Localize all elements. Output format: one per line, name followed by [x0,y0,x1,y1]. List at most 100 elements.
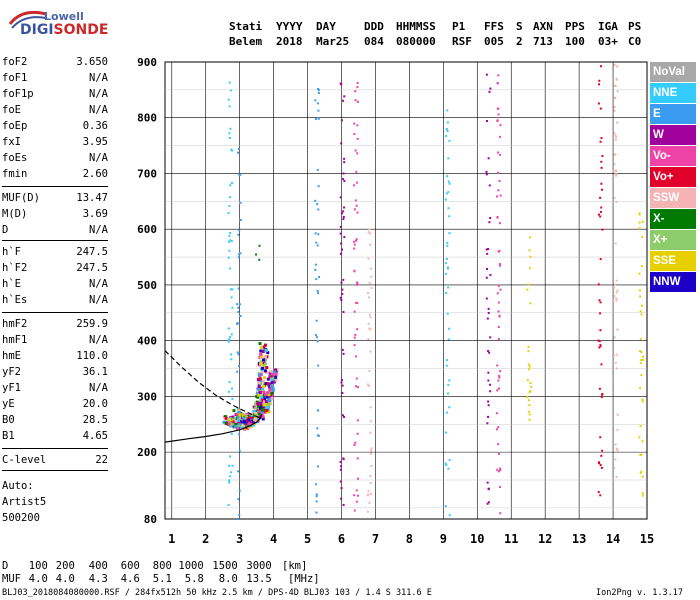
x-trace-point [268,388,272,392]
interference-point [368,313,371,316]
interference-point [237,306,240,309]
interference-point [641,494,644,497]
x-trace-point [266,401,270,405]
o-trace-point [259,381,263,385]
o-trace-point [232,420,236,424]
interference-point [339,232,342,235]
interference-point [228,204,231,207]
interference-point [488,90,491,93]
interference-point [317,364,320,367]
interference-point [495,428,498,431]
interference-point [228,338,231,341]
interference-point [368,281,371,284]
interference-point [527,350,530,353]
interference-point [237,233,240,236]
x-trace-point [272,370,276,374]
o-trace-point [260,395,264,399]
interference-point [614,458,617,461]
interference-point [486,267,489,270]
interference-point [641,355,644,358]
o-trace-point [222,420,226,424]
x-trace-point [270,381,274,385]
interference-point [447,157,450,160]
header-stati: Stati [229,20,263,33]
o-trace-point [257,381,261,385]
interference-point [528,267,531,270]
interference-point [446,121,449,124]
interference-point [258,258,261,261]
footer-file-info: BLJ03_2018084080000.RSF / 284fx512h 50 k… [2,588,432,598]
interference-point [528,368,531,371]
interference-point [599,345,602,348]
header-p1: P1 [452,20,466,33]
interference-point [448,514,451,517]
interference-point [341,348,344,351]
interference-point [615,200,618,203]
interference-point [613,105,616,108]
param-label: h`Es [2,294,28,306]
interference-point [367,231,370,234]
header-axn: AXN [533,20,553,33]
interference-point [600,65,603,68]
legend-nnw: NNW [650,272,696,292]
interference-point [616,328,619,331]
x-trace-point [273,368,277,372]
interference-point [640,304,643,307]
interference-point [528,365,531,368]
x-trace-point [267,385,271,389]
interference-point [227,256,230,259]
interference-point [340,497,343,500]
interference-point [340,83,343,86]
interference-point [613,336,616,339]
interference-point [343,161,346,164]
o-trace-point [234,419,238,423]
x-tick-label: 11 [504,532,518,546]
x-trace-point [270,372,274,376]
legend-sse: SSE [650,251,696,271]
interference-point [612,169,615,172]
o-trace-point [235,422,239,426]
interference-point [446,267,449,270]
param-label: foEp [2,120,28,132]
param-label: foF2 [2,56,28,68]
x-trace-point [236,416,240,420]
o-trace-point [264,382,268,386]
o-trace-point [235,424,239,428]
o-trace-point [224,422,228,426]
o-trace-point [262,390,266,394]
interference-point [446,266,449,269]
interference-point [370,449,373,452]
param-row-hf2: h`F2 247.5 [2,262,108,278]
header-ddd: DDD [364,20,384,33]
interference-point [497,443,500,446]
param-row-ye: yE 20.0 [2,398,108,414]
interference-point [497,74,500,77]
interference-point [340,487,343,490]
interference-point [356,386,359,389]
muf-label: MUF [2,573,21,585]
interference-point [317,208,320,211]
interference-point [638,212,641,215]
interference-point [597,102,600,105]
interference-point [340,142,343,145]
interference-point [341,392,344,395]
x-trace-point [237,418,241,422]
interference-point [445,192,448,195]
interference-point [317,117,320,120]
interference-point [615,136,618,139]
o-trace-point [264,343,268,347]
interference-point [227,390,230,393]
interference-point [601,155,604,158]
interference-point [353,122,356,125]
interference-point [316,427,319,430]
interference-point [369,406,372,409]
param-label: fxI [2,136,21,148]
interference-point [638,436,641,439]
interference-point [236,407,239,410]
interference-point [340,299,343,302]
o-trace-point [254,402,258,406]
legend-vo: Vo+ [650,167,696,187]
interference-point [444,198,447,201]
header-pps: PPS [565,20,585,33]
param-value: 4.65 [82,430,108,442]
